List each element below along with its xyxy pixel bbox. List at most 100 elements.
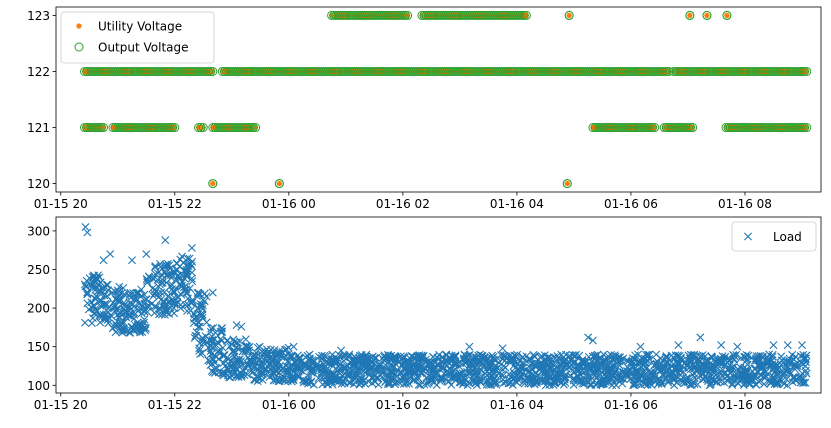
load-point — [433, 368, 442, 377]
x-tick-label: 01-15 22 — [148, 398, 202, 412]
load-point — [180, 274, 189, 283]
load-point — [207, 324, 216, 333]
load-point — [87, 280, 96, 289]
load-point — [218, 343, 227, 352]
load-point — [764, 356, 773, 365]
voltage-point — [482, 10, 492, 20]
voltage-point — [347, 66, 357, 76]
voltage-point — [795, 66, 805, 76]
voltage-point — [288, 66, 298, 76]
voltage-point — [442, 66, 452, 76]
voltage-point — [392, 10, 402, 20]
voltage-point — [640, 66, 650, 76]
voltage-point — [521, 10, 531, 20]
load-point — [799, 374, 808, 383]
load-point — [232, 364, 241, 373]
voltage-point — [458, 10, 468, 20]
load-point — [186, 259, 195, 268]
voltage-point — [228, 123, 238, 133]
voltage-point — [706, 66, 716, 76]
load-point — [308, 356, 317, 365]
load-point — [707, 353, 716, 362]
voltage-point — [96, 123, 106, 133]
voltage-point — [664, 123, 674, 133]
voltage-point — [155, 66, 165, 76]
voltage-point — [800, 123, 810, 133]
voltage-point — [545, 66, 555, 76]
load-point — [89, 280, 98, 289]
x-tick-label: 01-16 02 — [376, 197, 430, 211]
voltage-point — [506, 10, 516, 20]
voltage-point — [433, 66, 443, 76]
voltage-point — [387, 10, 397, 20]
load-point — [285, 351, 294, 360]
load-point — [733, 342, 742, 351]
load-point — [712, 377, 721, 386]
voltage-point — [92, 123, 102, 133]
load-point — [182, 265, 191, 274]
x-tick-label: 01-16 08 — [718, 398, 772, 412]
voltage-point — [97, 66, 107, 76]
load-point — [455, 362, 464, 371]
voltage-point — [336, 66, 346, 76]
load-point — [104, 307, 113, 316]
voltage-point — [508, 10, 518, 20]
load-point — [103, 292, 112, 301]
load-point — [792, 376, 801, 385]
voltage-point — [698, 66, 708, 76]
load-point — [498, 365, 507, 374]
load-point — [785, 357, 794, 366]
voltage-point — [641, 123, 651, 133]
load-point — [729, 363, 738, 372]
voltage-point — [753, 66, 763, 76]
load-point — [472, 365, 481, 374]
voltage-point — [491, 10, 501, 20]
voltage-point — [112, 123, 122, 133]
voltage-point — [624, 66, 634, 76]
voltage-point — [725, 123, 735, 133]
load-point — [438, 361, 447, 370]
load-point — [607, 358, 616, 367]
voltage-point — [119, 66, 129, 76]
load-point — [340, 363, 349, 372]
voltage-point — [407, 66, 417, 76]
voltage-point — [569, 66, 579, 76]
load-point — [83, 289, 92, 298]
load-point — [81, 318, 89, 327]
voltage-point — [197, 66, 207, 76]
voltage-point — [226, 123, 236, 133]
load-point — [566, 371, 575, 380]
voltage-point — [788, 66, 798, 76]
voltage-point — [108, 123, 118, 133]
load-point — [219, 371, 228, 380]
voltage-point — [413, 66, 423, 76]
voltage-point — [684, 66, 694, 76]
y-tick-label: 200 — [27, 302, 50, 316]
load-point — [142, 250, 151, 259]
voltage-point — [387, 66, 397, 76]
voltage-point — [396, 10, 406, 20]
voltage-point — [165, 123, 175, 133]
load-point — [687, 351, 696, 360]
load-point — [802, 369, 811, 378]
voltage-point — [377, 10, 387, 20]
load-point — [125, 291, 134, 300]
voltage-point — [447, 10, 457, 20]
voltage-point — [374, 66, 384, 76]
voltage-point — [409, 66, 419, 76]
load-point — [798, 341, 806, 350]
load-point — [719, 372, 727, 381]
voltage-axes-frame — [55, 6, 822, 193]
voltage-point — [343, 66, 353, 76]
load-point — [799, 360, 808, 369]
load-point — [648, 372, 657, 381]
voltage-point — [163, 123, 173, 133]
voltage-point — [467, 10, 477, 20]
load-point — [166, 303, 175, 312]
voltage-point — [233, 123, 243, 133]
voltage-point — [743, 123, 753, 133]
voltage-point — [797, 66, 807, 76]
voltage-point — [166, 66, 176, 76]
voltage-point — [341, 66, 351, 76]
load-point — [96, 318, 105, 327]
